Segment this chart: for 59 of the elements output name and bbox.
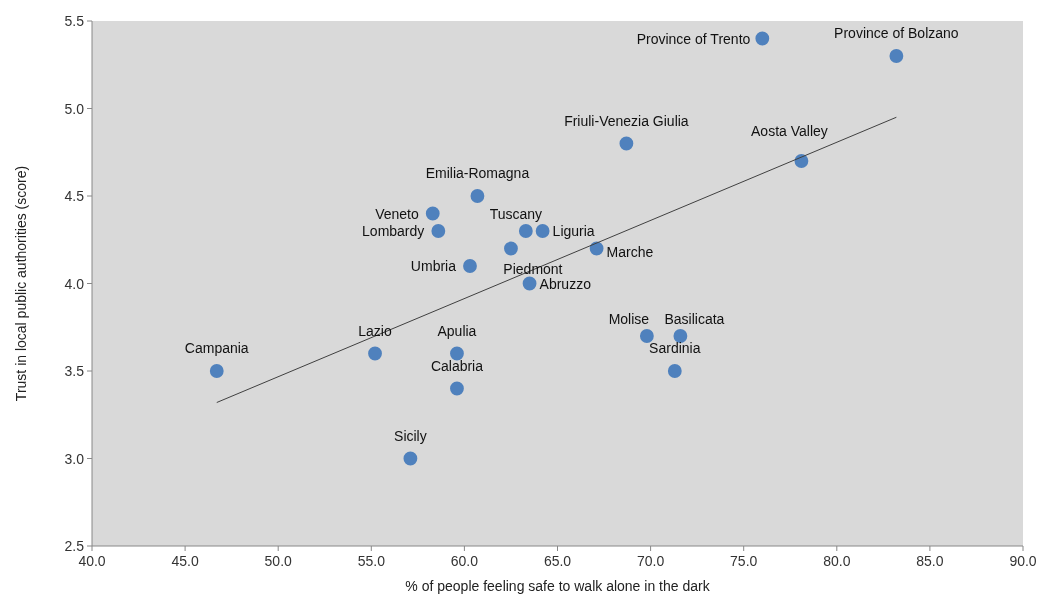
- annotation: Umbria: [410, 258, 457, 274]
- annotation: Apulia: [437, 322, 477, 339]
- y-tick-label: 2.5: [64, 538, 85, 554]
- annotation: Lombardy: [362, 223, 425, 239]
- point: [504, 241, 518, 256]
- x-axis-title: % of people feeling safe to walk alone in the dark: [405, 578, 711, 594]
- y-tick-label: 5.0: [64, 100, 85, 117]
- point: [368, 346, 382, 361]
- point: [425, 206, 440, 221]
- point: [450, 346, 464, 361]
- point: [463, 259, 477, 273]
- annotation: Province of Bolzano: [834, 25, 959, 41]
- point: [518, 224, 533, 238]
- annotation: Liguria: [552, 223, 595, 239]
- annotation: Molise: [608, 311, 650, 327]
- x-tick-label: 90.0: [1009, 553, 1037, 569]
- y-axis-title: Trust in local public authorities (score): [13, 165, 29, 402]
- y-tick-label: 4.0: [64, 275, 85, 292]
- annotation: Abruzzo: [539, 275, 592, 292]
- x-tick-label: 40.0: [78, 553, 106, 569]
- point: [450, 381, 464, 396]
- annotation: Lazio: [358, 322, 392, 339]
- x-tick-label: 65.0: [543, 553, 572, 569]
- point: [755, 31, 770, 46]
- annotation: Sardinia: [649, 340, 701, 356]
- x-tick-label: 70.0: [636, 553, 665, 569]
- x-tick-label: 55.0: [357, 553, 386, 569]
- x-tick-label: 45.0: [171, 553, 199, 569]
- annotation: Aosta Valley: [751, 123, 828, 139]
- annotation: Sicily: [394, 427, 427, 444]
- point: [522, 276, 537, 291]
- point: [639, 329, 654, 343]
- point: [431, 224, 446, 238]
- point: [889, 49, 904, 63]
- y-tick-label: 4.5: [64, 188, 85, 204]
- point: [673, 329, 688, 343]
- y-tick-label: 3.5: [64, 363, 85, 379]
- annotation: Friuli-Venezia Giulia: [564, 112, 689, 129]
- x-tick-label: 80.0: [823, 553, 851, 569]
- annotation: Tuscany: [489, 206, 543, 222]
- point: [535, 224, 550, 238]
- x-tick-label: 50.0: [264, 553, 293, 569]
- point: [403, 451, 418, 466]
- annotation: Basilicata: [664, 311, 725, 327]
- annotation: Calabria: [430, 357, 484, 374]
- y-tick-label: 5.5: [64, 13, 85, 29]
- point: [209, 364, 224, 378]
- point: [667, 364, 682, 378]
- annotation: Campania: [184, 340, 249, 356]
- x-tick-label: 85.0: [916, 553, 944, 569]
- point: [619, 136, 634, 151]
- x-tick-label: 60.0: [450, 553, 479, 569]
- annotation: Veneto: [375, 205, 419, 222]
- y-tick-label: 3.0: [64, 450, 85, 467]
- annotation: Province of Trento: [636, 30, 751, 47]
- x-tick-label: 75.0: [730, 553, 758, 569]
- annotation: Marche: [606, 243, 654, 260]
- annotation: Emilia-Romagna: [425, 165, 530, 181]
- point: [470, 189, 485, 203]
